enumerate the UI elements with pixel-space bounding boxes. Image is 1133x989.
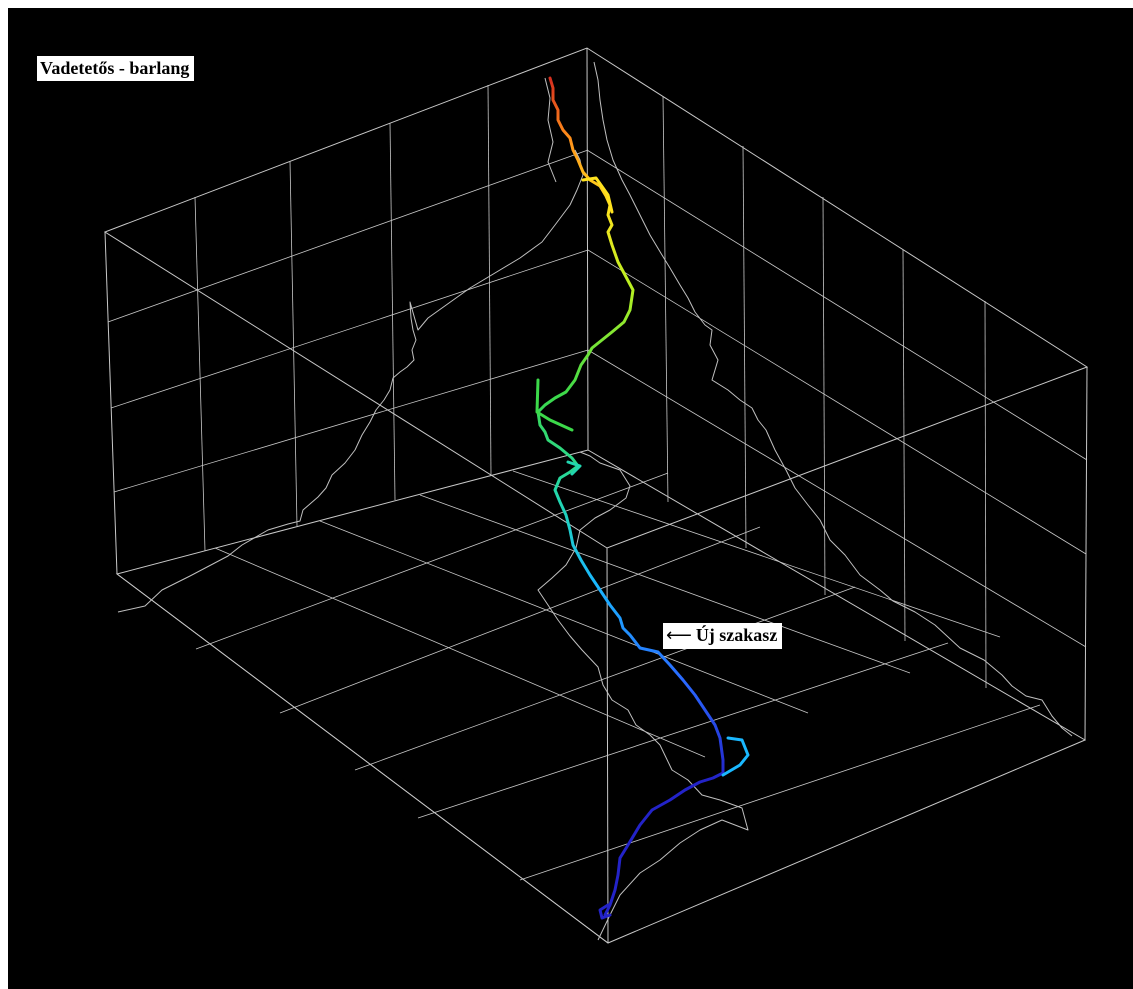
projection-traces <box>117 61 1073 941</box>
box-edge-front <box>606 547 609 944</box>
branch-green-west <box>535 378 574 432</box>
new-section-annotation: ⟵ Új szakasz <box>663 623 783 649</box>
branch-cyan-loop <box>566 460 582 476</box>
cave-survey-viewport: Vadetetős - barlang ⟵ Új szakasz <box>8 8 1133 989</box>
projection-right-wall <box>593 61 1073 737</box>
projection-left-wall <box>117 149 584 613</box>
cave-passage-survey-line <box>536 76 725 917</box>
box-top-face <box>103 47 1089 549</box>
box-edge-left <box>104 231 118 575</box>
projection-floor <box>537 451 749 941</box>
projection-back-wall-stub <box>544 77 557 183</box>
cave-title-label: Vadetetős - barlang <box>37 56 195 81</box>
left-arrow-icon: ⟵ <box>666 625 692 646</box>
box-edge-back <box>586 47 589 451</box>
branch-upper-loop <box>581 176 614 214</box>
branch-terminal-loop <box>598 903 612 920</box>
box-edge-right <box>1084 366 1088 741</box>
cave-title-text: Vadetetős - barlang <box>40 58 190 78</box>
cave-survey-3d-view <box>103 47 1089 944</box>
survey-side-branches <box>535 176 750 920</box>
grid-lines <box>107 84 1088 944</box>
box-bottom-face <box>115 449 1087 944</box>
branch-blue-east <box>721 736 750 777</box>
new-section-text: Új szakasz <box>695 625 778 645</box>
